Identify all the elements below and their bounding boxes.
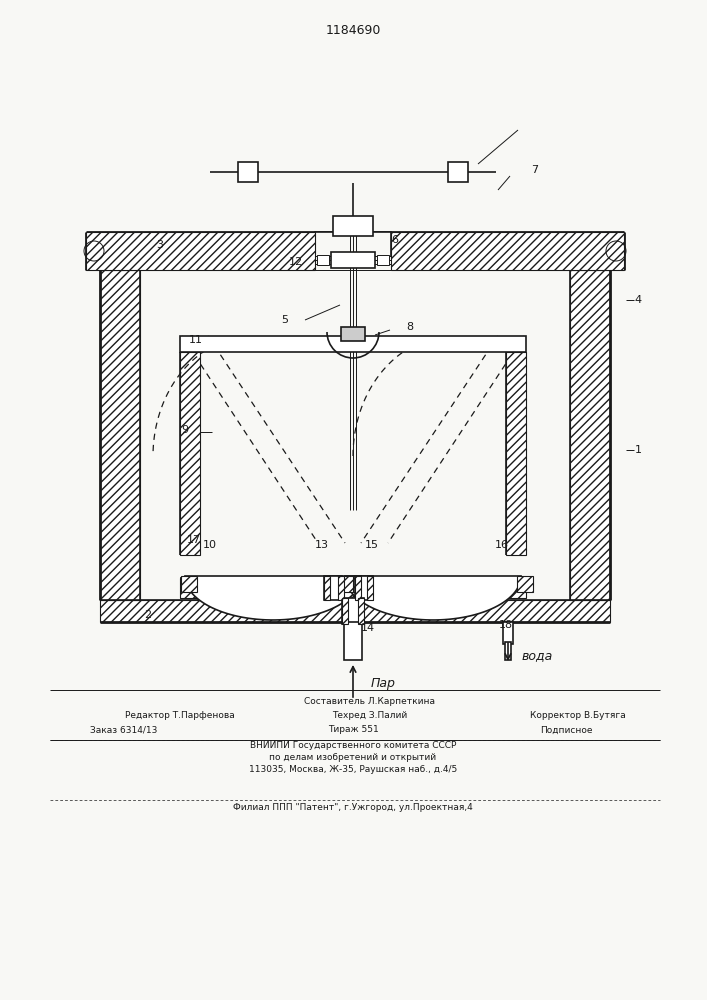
Bar <box>180 352 200 555</box>
Text: 15: 15 <box>365 540 379 550</box>
Bar <box>333 216 373 236</box>
Bar <box>341 327 365 341</box>
Bar <box>100 600 610 622</box>
Text: 8: 8 <box>407 322 414 332</box>
Bar <box>570 270 610 600</box>
Bar <box>505 642 511 660</box>
Bar <box>135 256 575 270</box>
Text: Заказ 6314/13: Заказ 6314/13 <box>90 726 158 734</box>
Bar <box>353 576 369 592</box>
Text: 7: 7 <box>532 165 539 175</box>
Text: 14: 14 <box>361 623 375 633</box>
Bar <box>324 576 330 600</box>
Text: Корректор В.Бутяга: Корректор В.Бутяга <box>530 710 626 720</box>
Text: Пар: Пар <box>371 678 396 690</box>
Text: 9: 9 <box>182 425 189 435</box>
Text: 10: 10 <box>203 540 217 550</box>
Text: 11: 11 <box>189 335 203 345</box>
Text: 1184690: 1184690 <box>325 23 380 36</box>
Bar <box>86 232 315 270</box>
Bar <box>355 576 373 600</box>
Text: 16: 16 <box>495 540 509 550</box>
Text: Тираж 551: Тираж 551 <box>327 726 378 734</box>
Text: вода: вода <box>522 650 554 662</box>
Bar <box>331 252 375 268</box>
Text: 18: 18 <box>499 620 513 630</box>
Bar <box>238 162 258 182</box>
Bar <box>180 578 526 598</box>
Text: 3: 3 <box>156 240 163 250</box>
Text: Составитель Л.Карпеткина: Составитель Л.Карпеткина <box>305 698 436 706</box>
Text: 4: 4 <box>634 295 641 305</box>
Text: 13: 13 <box>315 540 329 550</box>
Bar <box>181 576 197 592</box>
Bar <box>342 598 348 624</box>
Bar <box>344 622 362 660</box>
Text: Техред З.Палий: Техред З.Палий <box>332 710 408 720</box>
Text: 5: 5 <box>281 315 288 325</box>
Text: 2: 2 <box>144 610 151 620</box>
Text: ВНИИПИ Государственного комитета СССР: ВНИИПИ Государственного комитета СССР <box>250 740 456 750</box>
Bar <box>342 598 364 624</box>
Text: 1: 1 <box>634 445 641 455</box>
Polygon shape <box>185 576 361 620</box>
Bar <box>100 270 140 600</box>
Text: 113035, Москва, Ж-35, Раушская наб., д.4/5: 113035, Москва, Ж-35, Раушская наб., д.4… <box>249 764 457 774</box>
Bar <box>448 162 468 182</box>
Bar <box>391 232 624 270</box>
Bar <box>180 336 526 352</box>
Bar <box>324 576 342 600</box>
Text: 12: 12 <box>289 257 303 267</box>
Polygon shape <box>345 576 521 620</box>
Bar <box>337 576 353 592</box>
Bar <box>517 576 533 592</box>
Text: Филиал ППП "Патент", г.Ужгород, ул.Проектная,4: Филиал ППП "Патент", г.Ужгород, ул.Проек… <box>233 804 473 812</box>
Bar <box>317 255 329 265</box>
Text: 17: 17 <box>187 535 201 545</box>
Bar <box>503 622 513 644</box>
Bar <box>338 576 344 600</box>
Text: Подписное: Подписное <box>540 726 592 734</box>
Bar <box>355 576 361 600</box>
Text: 6: 6 <box>392 235 399 245</box>
Text: Редактор Т.Парфенова: Редактор Т.Парфенова <box>125 710 235 720</box>
Bar <box>315 232 391 270</box>
Bar <box>377 255 389 265</box>
Text: по делам изобретений и открытий: по делам изобретений и открытий <box>269 752 436 762</box>
Bar <box>506 352 526 555</box>
Bar <box>358 598 364 624</box>
Bar <box>367 576 373 600</box>
